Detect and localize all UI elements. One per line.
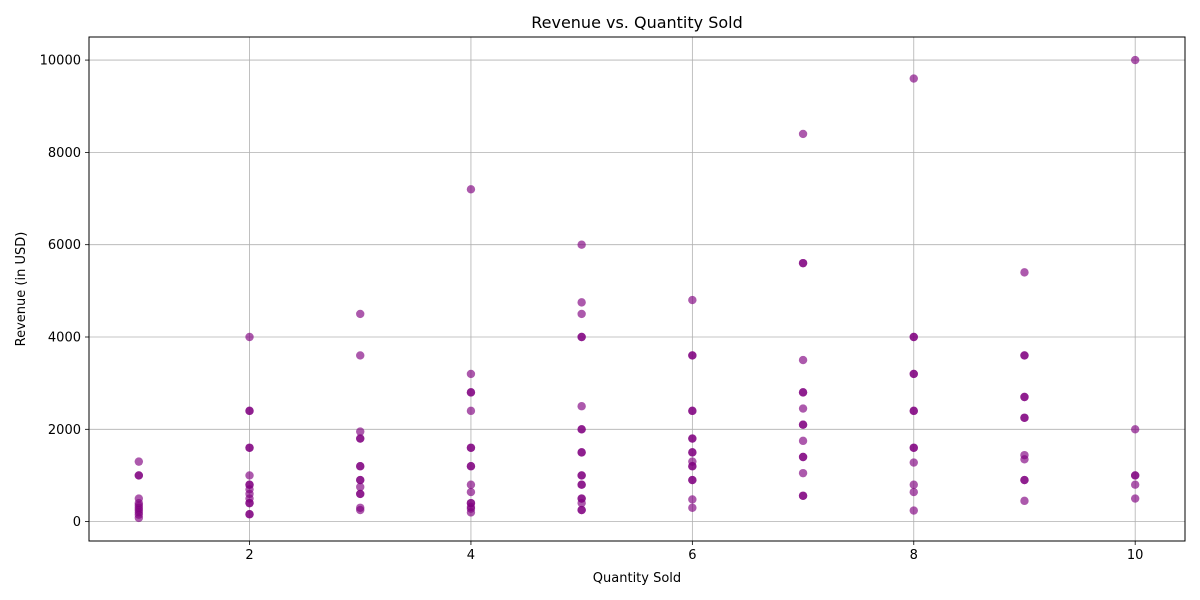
data-point <box>688 351 697 360</box>
data-point <box>577 402 586 411</box>
y-tick-label: 0 <box>73 515 81 530</box>
data-point <box>245 480 254 489</box>
data-point <box>356 475 365 485</box>
data-point <box>1020 351 1029 360</box>
data-point <box>356 309 365 319</box>
data-point <box>577 471 586 480</box>
data-point <box>1130 494 1140 503</box>
data-point <box>1020 413 1029 422</box>
data-point <box>688 475 697 485</box>
data-point <box>909 74 918 83</box>
data-point <box>1020 268 1029 277</box>
data-point <box>466 369 476 379</box>
y-tick-label: 2000 <box>48 423 81 438</box>
data-point <box>245 471 254 480</box>
data-point <box>134 494 144 503</box>
data-point <box>466 480 476 489</box>
data-point <box>356 351 365 360</box>
data-point <box>356 503 365 512</box>
y-tick-label: 6000 <box>48 238 81 253</box>
data-point <box>1130 471 1140 480</box>
data-point <box>1020 450 1029 460</box>
data-point <box>1130 425 1140 434</box>
data-point <box>798 468 808 478</box>
data-point <box>798 436 808 446</box>
data-point <box>909 458 918 467</box>
data-point <box>577 448 586 457</box>
y-tick-label: 4000 <box>48 331 81 346</box>
data-point <box>688 503 697 512</box>
data-point <box>245 332 254 342</box>
data-point <box>577 309 586 319</box>
data-point <box>798 404 808 413</box>
data-point <box>688 457 697 466</box>
x-tick-label: 6 <box>688 548 696 563</box>
data-point <box>466 388 476 397</box>
data-points <box>134 55 1140 523</box>
data-point <box>466 443 476 452</box>
data-point <box>356 434 365 443</box>
data-point <box>1130 480 1140 489</box>
gridlines <box>89 37 1185 541</box>
data-point <box>798 452 808 462</box>
data-point <box>466 462 476 471</box>
data-point <box>909 443 918 452</box>
data-point <box>1020 392 1029 402</box>
data-point <box>466 498 476 508</box>
data-point <box>798 129 808 139</box>
y-tick-label: 8000 <box>48 146 81 161</box>
data-point <box>577 332 586 342</box>
data-point <box>466 185 476 194</box>
data-point <box>688 406 697 416</box>
data-point <box>134 471 144 480</box>
data-point <box>909 332 918 342</box>
data-point <box>798 355 808 365</box>
data-point <box>134 457 144 466</box>
x-tick-label: 8 <box>910 548 918 563</box>
data-point <box>466 487 476 497</box>
data-point <box>577 494 586 503</box>
data-point <box>577 240 586 249</box>
data-point <box>1130 55 1140 65</box>
data-point <box>798 491 808 500</box>
axis-ticks: 2 4 6 8 10 0 2000 4000 6000 8000 10000 <box>40 54 1144 563</box>
data-point <box>688 295 697 305</box>
plot-frame <box>88 36 1186 542</box>
data-point <box>798 388 808 397</box>
data-point <box>909 480 918 489</box>
data-point <box>688 495 697 504</box>
data-point <box>688 434 697 443</box>
data-point <box>356 427 365 436</box>
data-point <box>577 480 586 489</box>
x-tick-label: 2 <box>245 548 253 563</box>
data-point <box>245 510 254 519</box>
data-point <box>356 489 365 499</box>
data-point <box>798 258 808 268</box>
data-point <box>798 420 808 429</box>
x-axis-label: Quantity Sold <box>593 571 681 586</box>
x-tick-label: 10 <box>1127 548 1144 563</box>
data-point <box>688 448 697 457</box>
data-point <box>909 487 918 497</box>
data-point <box>245 443 254 452</box>
data-point <box>466 406 476 416</box>
x-tick-label: 4 <box>467 548 475 563</box>
data-point <box>1020 496 1029 506</box>
data-point <box>577 505 586 515</box>
y-tick-label: 10000 <box>40 54 81 69</box>
data-point <box>909 369 918 379</box>
y-axis-label: Revenue (in USD) <box>14 232 29 347</box>
data-point <box>577 425 586 434</box>
data-point <box>909 406 918 416</box>
data-point <box>577 298 586 307</box>
data-point <box>356 462 365 471</box>
data-point <box>1020 475 1029 485</box>
chart-title: Revenue vs. Quantity Sold <box>531 13 743 32</box>
data-point <box>356 482 365 492</box>
data-point <box>909 506 918 515</box>
data-point <box>245 406 254 416</box>
